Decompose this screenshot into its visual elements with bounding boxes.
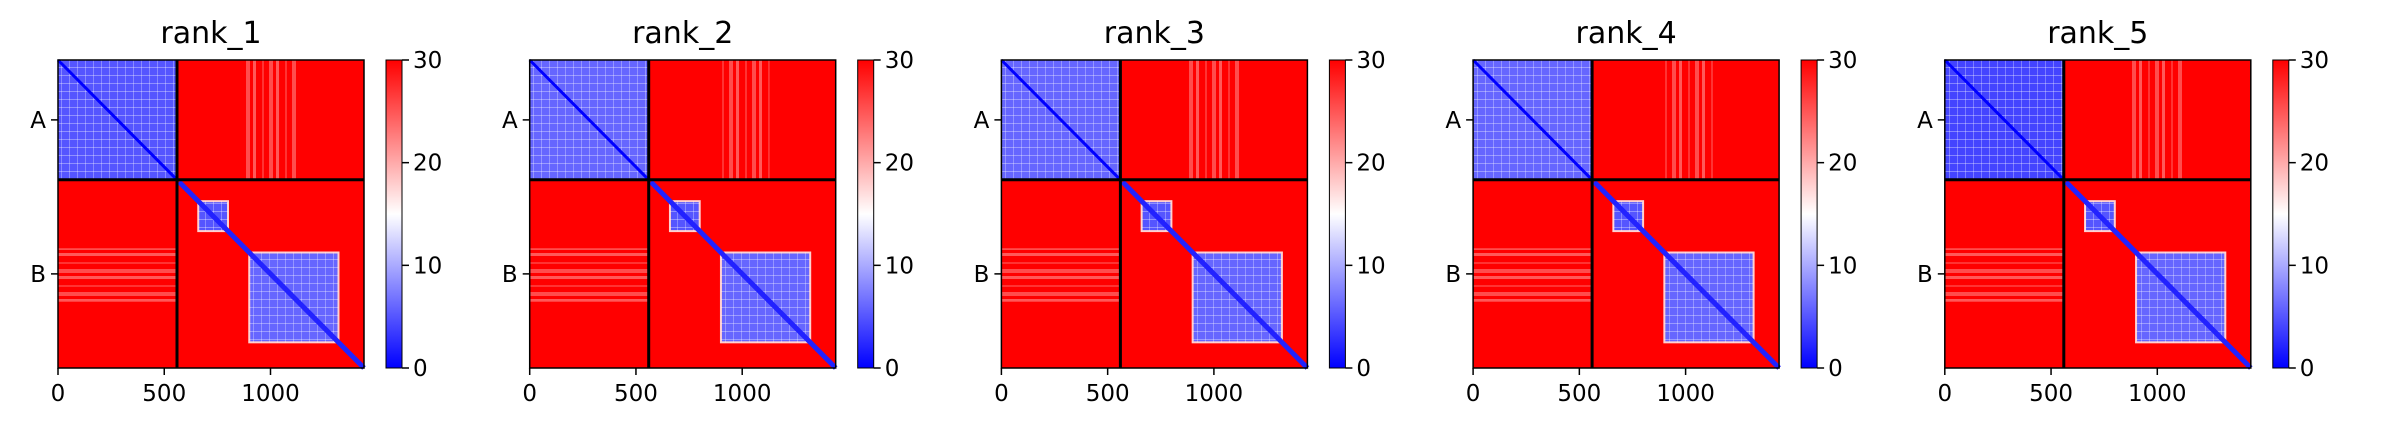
chain-a-diagonal — [1943, 58, 2065, 181]
colorbar-tick-label: 30 — [885, 48, 914, 74]
block-a-b-streaks — [2131, 60, 2185, 180]
chain-a-diagonal — [1472, 58, 1594, 181]
block-a-b-streaks — [716, 60, 770, 180]
x-tick-label: 0 — [994, 381, 1009, 407]
colorbar-tick-label: 20 — [1828, 151, 1857, 177]
x-tick-label: 0 — [51, 381, 66, 407]
y-tick-label: B — [974, 262, 990, 288]
colorbar-tick-label: 0 — [413, 356, 428, 382]
colorbar — [1800, 59, 1818, 369]
plot-frame — [1000, 59, 1309, 369]
chain-b-diagonal — [1592, 180, 1781, 370]
colorbar-tick-label: 30 — [413, 48, 442, 74]
panel-title: rank_2 — [632, 16, 733, 51]
plot-frame — [528, 59, 837, 369]
x-tick-label: 1000 — [713, 381, 772, 407]
chain-a-diagonal — [1000, 58, 1122, 181]
plot-frame — [57, 59, 365, 369]
block-b-a-streaks — [1944, 248, 2064, 302]
x-tick-label: 0 — [1937, 381, 1952, 407]
x-tick-label: 0 — [522, 381, 537, 407]
colorbar-tick-label: 10 — [1356, 253, 1385, 279]
x-tick-label: 500 — [1557, 381, 1601, 407]
x-tick-label: 500 — [2029, 381, 2073, 407]
block-b-a-streaks — [1473, 248, 1593, 302]
chain-a-diagonal — [56, 58, 179, 181]
block-b-a-streaks — [58, 248, 177, 302]
colorbar — [857, 59, 875, 369]
y-tick-label: B — [30, 262, 46, 288]
panel-title: rank_3 — [1104, 16, 1205, 51]
x-tick-label: 500 — [142, 381, 186, 407]
x-tick-label: 500 — [614, 381, 658, 407]
colorbar-tick-label: 20 — [2300, 151, 2329, 177]
colorbar-tick-label: 0 — [1828, 356, 1843, 382]
chain-b-diagonal — [1120, 180, 1310, 370]
colorbar-tick-label: 0 — [885, 356, 900, 382]
colorbar — [1328, 59, 1346, 369]
chain-b-diagonal — [177, 180, 366, 370]
y-tick-label: B — [1445, 262, 1461, 288]
panel-title: rank_4 — [1575, 16, 1676, 51]
colorbar-tick-label: 10 — [413, 253, 442, 279]
colorbar — [2272, 59, 2290, 369]
block-b-a-streaks — [1001, 248, 1121, 302]
panel-rank_1: rank_1 0 500 1000 A B 0 10 20 30 — [30, 16, 442, 407]
x-tick-label: 0 — [1466, 381, 1481, 407]
chain-b-diagonal — [649, 180, 838, 370]
panel-title: rank_1 — [160, 16, 261, 51]
block-a-b-streaks — [1660, 60, 1714, 180]
panel-rank_2: rank_2 0 500 1000 A B 0 10 20 30 — [502, 16, 914, 407]
colorbar-tick-label: 30 — [2300, 48, 2329, 74]
x-tick-label: 1000 — [241, 381, 300, 407]
panel-rank_3: rank_3 0 500 1000 A B 0 10 20 30 — [974, 16, 1386, 407]
colorbar — [385, 59, 403, 369]
colorbar-tick-label: 20 — [1356, 151, 1385, 177]
y-tick-label: A — [1445, 108, 1461, 134]
chain-a-diagonal — [528, 58, 650, 181]
colorbar-tick-label: 10 — [885, 253, 914, 279]
y-tick-label: A — [1917, 108, 1933, 134]
x-tick-label: 1000 — [2128, 381, 2187, 407]
y-tick-label: A — [974, 108, 990, 134]
y-tick-label: A — [30, 108, 46, 134]
colorbar-tick-label: 30 — [1828, 48, 1857, 74]
colorbar-tick-label: 30 — [1356, 48, 1385, 74]
plot-frame — [1472, 59, 1780, 369]
colorbar-tick-label: 20 — [885, 151, 914, 177]
x-tick-label: 500 — [1086, 381, 1130, 407]
block-b-a-streaks — [529, 248, 649, 302]
y-tick-label: B — [502, 262, 518, 288]
colorbar-tick-label: 10 — [2300, 253, 2329, 279]
y-tick-label: B — [1917, 262, 1933, 288]
y-tick-label: A — [502, 108, 518, 134]
colorbar-tick-label: 20 — [413, 151, 442, 177]
panel-rank_5: rank_5 0 500 1000 A B 0 10 20 30 — [1917, 16, 2329, 407]
colorbar-tick-label: 0 — [1356, 356, 1371, 382]
x-tick-label: 1000 — [1185, 381, 1244, 407]
block-a-b-streaks — [245, 60, 299, 180]
plot-frame — [1944, 59, 2252, 369]
chain-b-diagonal — [2064, 180, 2253, 370]
colorbar-tick-label: 10 — [1828, 253, 1857, 279]
x-tick-label: 1000 — [1656, 381, 1715, 407]
block-a-b-streaks — [1188, 60, 1242, 180]
panel-title: rank_5 — [2047, 16, 2148, 51]
panel-rank_4: rank_4 0 500 1000 A B 0 10 20 30 — [1445, 16, 1857, 407]
colorbar-tick-label: 0 — [2300, 356, 2315, 382]
